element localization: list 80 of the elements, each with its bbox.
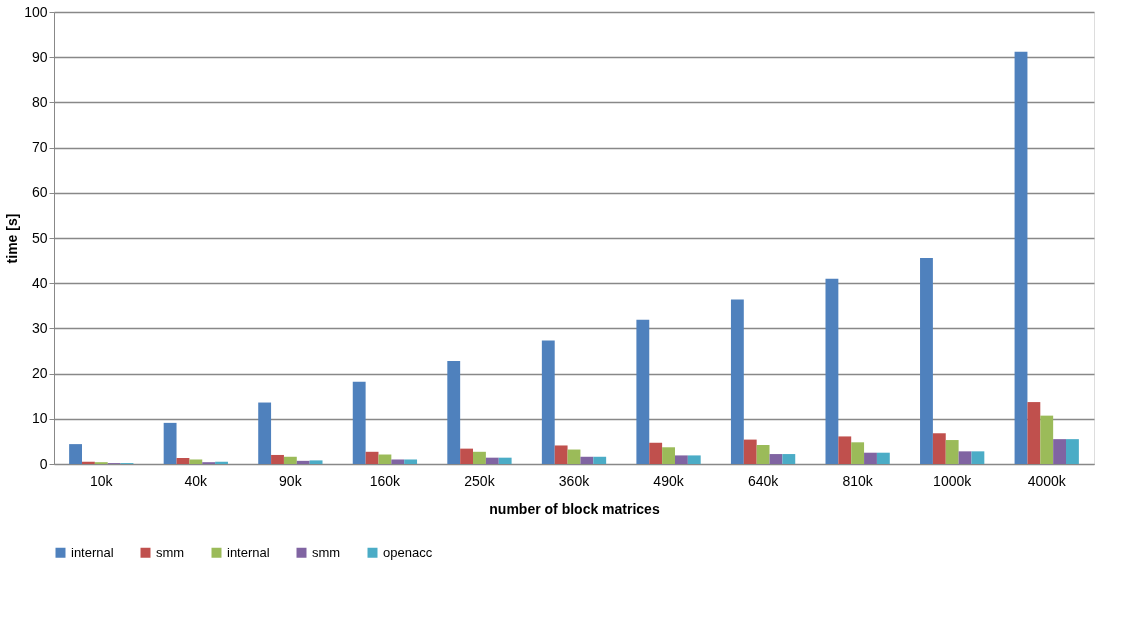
bar [554,445,568,464]
y-tick-label: 40 [31,274,48,291]
bar [460,448,474,464]
y-tick-label: 10 [31,410,48,427]
bar [756,445,770,464]
bar [971,451,985,464]
bar [769,454,783,464]
legend-label: smm [312,544,341,560]
bar [825,278,839,464]
bar [636,319,650,464]
bar [1053,439,1067,464]
bar [958,451,972,464]
bar [593,456,607,464]
bar [283,456,297,464]
y-tick-label: 80 [31,93,48,110]
x-tick-label: 4000k [1027,472,1067,489]
bar [932,433,946,464]
bar [876,452,890,464]
bar [485,457,499,464]
x-tick-label: 10k [89,472,114,489]
bar [81,461,95,464]
bar [391,459,405,464]
bar [189,459,203,464]
x-tick-label: 160k [369,472,402,489]
bar [864,452,877,464]
legend-label: smm [156,544,185,560]
bar [1027,402,1041,464]
bar [447,360,461,464]
bar [920,257,933,464]
y-tick-label: 60 [31,184,48,201]
bar [378,454,392,464]
bar [296,460,310,464]
bar [851,442,865,464]
bar [1066,439,1079,464]
bar [69,444,82,464]
y-tick-label: 90 [31,48,48,65]
y-tick-label: 70 [31,139,48,156]
bar [1014,51,1028,464]
bar [163,422,177,464]
bar [838,436,852,464]
bar [176,458,190,464]
y-tick-label: 50 [31,229,48,246]
bar [662,447,675,464]
x-tick-label: 810k [842,472,874,489]
bar [743,439,757,464]
x-tick-label: 490k [653,472,685,489]
bar [309,460,323,464]
bar [498,457,512,464]
x-tick-label: 250k [464,472,496,489]
bar [473,451,486,464]
legend-label: openacc [383,544,433,560]
bar [730,299,744,464]
y-tick-label: 100 [24,3,48,20]
bar [782,454,796,464]
bar [258,402,272,464]
bar [215,461,228,464]
x-tick-label: 40k [184,472,209,489]
bar [567,449,581,464]
bar [365,451,379,464]
legend-label: internal [227,544,270,560]
x-axis-title: number of block matrices [489,500,660,517]
bar [687,455,701,464]
y-tick-label: 0 [39,455,48,472]
x-tick-label: 640k [747,472,780,489]
y-axis-title: time [s] [4,213,21,264]
bar [945,440,959,464]
bar [541,340,555,464]
bar [649,442,663,464]
bar [404,459,418,464]
x-tick-label: 360k [558,472,591,489]
legend-label: internal [71,544,114,560]
bar [271,454,284,464]
bar [580,456,594,464]
x-tick-label: 90k [279,472,303,489]
x-tick-label: 1000k [933,472,973,489]
bar [1040,415,1054,464]
y-tick-label: 20 [31,365,48,382]
y-tick-label: 30 [31,319,48,336]
bar [352,381,366,464]
bar [674,455,688,464]
